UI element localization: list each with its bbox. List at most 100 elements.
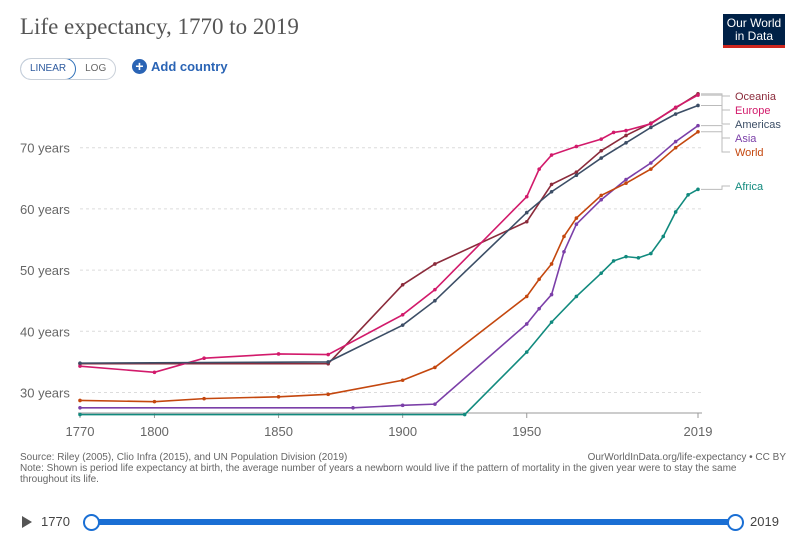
play-icon[interactable] xyxy=(22,516,32,528)
data-point-africa xyxy=(696,187,700,192)
data-point-europe xyxy=(326,352,330,357)
add-country-button[interactable]: + Add country xyxy=(132,59,228,74)
data-point-oceania xyxy=(599,148,604,153)
y-tick-label: 60 years xyxy=(20,202,70,217)
data-point-americas xyxy=(574,173,579,178)
legend-label-world: World xyxy=(735,147,764,159)
legend-label-oceania: Oceania xyxy=(735,91,777,103)
legend-label-americas: Americas xyxy=(735,119,781,131)
data-point-world xyxy=(673,145,678,150)
log-button[interactable]: LOG xyxy=(85,63,107,74)
series-line-americas xyxy=(79,104,699,364)
y-tick-label: 50 years xyxy=(20,263,70,278)
data-point-oceania xyxy=(574,170,579,174)
data-point-europe xyxy=(400,312,405,317)
data-point-asia xyxy=(433,402,437,406)
x-tick-label: 1950 xyxy=(512,424,541,439)
data-point-americas xyxy=(599,156,604,160)
legend-label-asia: Asia xyxy=(735,133,757,145)
data-point-asia xyxy=(673,139,678,144)
data-point-europe xyxy=(611,130,616,135)
x-tick-label: 2019 xyxy=(684,424,713,439)
license-link[interactable]: OurWorldInData.org/life-expectancy • CC … xyxy=(587,452,786,463)
linear-button[interactable]: LINEAR xyxy=(21,59,77,79)
logo-line-2: in Data xyxy=(734,29,774,43)
timeline-end-label: 2019 xyxy=(750,514,779,529)
series-line-europe xyxy=(79,94,699,374)
y-tick-label: 30 years xyxy=(20,386,70,401)
data-point-africa xyxy=(524,350,529,354)
data-point-americas xyxy=(78,361,82,365)
data-point-europe xyxy=(574,144,579,149)
timeline-end-handle[interactable] xyxy=(727,514,744,531)
data-point-asia xyxy=(624,177,628,182)
series-line-oceania xyxy=(80,93,699,365)
x-tick-label: 1850 xyxy=(264,424,293,439)
data-point-europe xyxy=(549,153,554,157)
data-point-asia xyxy=(524,322,529,326)
series-line-world xyxy=(79,131,699,403)
series-line-asia xyxy=(80,125,699,409)
data-point-asia xyxy=(78,406,82,410)
data-point-americas xyxy=(696,103,700,108)
line-chart: 30 years 40 years 50 years 60 years 70 years… xyxy=(20,91,781,439)
legend-connector xyxy=(701,104,730,125)
data-point-world xyxy=(574,216,579,220)
data-point-world xyxy=(202,396,206,401)
timeline-start-handle[interactable] xyxy=(83,514,100,531)
data-point-world xyxy=(537,277,541,282)
data-point-americas xyxy=(326,360,330,364)
data-point-americas xyxy=(673,112,678,116)
data-point-world xyxy=(549,262,554,266)
data-point-europe xyxy=(649,122,653,126)
data-point-africa xyxy=(673,210,678,214)
data-point-oceania xyxy=(400,282,405,287)
data-point-world xyxy=(649,167,653,171)
data-point-americas xyxy=(524,210,529,215)
y-tick-label: 70 years xyxy=(20,141,70,156)
legend-connector xyxy=(701,185,730,190)
data-point-africa xyxy=(649,251,653,256)
legend-connector xyxy=(701,94,730,111)
data-point-europe xyxy=(599,137,604,141)
data-point-oceania xyxy=(524,219,529,224)
data-point-europe xyxy=(624,128,628,133)
data-point-europe xyxy=(433,287,437,292)
data-point-europe xyxy=(78,364,82,368)
data-point-asia xyxy=(400,403,405,408)
data-point-africa xyxy=(462,412,467,417)
data-point-europe xyxy=(152,370,157,375)
data-point-africa xyxy=(549,320,554,324)
data-point-asia xyxy=(562,249,566,254)
data-point-world xyxy=(326,392,330,397)
note-text: Note: Shown is period life expectancy at… xyxy=(20,463,737,485)
chart-footer: Source: Riley (2005), Clio Infra (2015),… xyxy=(20,452,786,485)
owid-logo[interactable]: Our World in Data xyxy=(723,14,785,48)
data-point-world xyxy=(624,181,628,185)
data-point-americas xyxy=(624,141,628,145)
data-point-africa xyxy=(661,234,666,239)
data-point-americas xyxy=(433,298,437,303)
plus-circle-icon: + xyxy=(132,59,147,74)
data-point-africa xyxy=(574,294,579,299)
add-country-label: Add country xyxy=(151,59,228,74)
data-point-asia xyxy=(537,306,541,311)
data-point-europe xyxy=(276,352,281,356)
legend-label-europe: Europe xyxy=(735,105,770,117)
legend-label-africa: Africa xyxy=(735,181,764,193)
data-point-world xyxy=(524,294,529,299)
data-point-europe xyxy=(537,167,541,171)
data-point-oceania xyxy=(624,133,628,138)
timeline-track[interactable] xyxy=(90,519,734,525)
data-point-africa xyxy=(78,412,82,417)
data-point-asia xyxy=(351,406,355,410)
data-point-africa xyxy=(686,193,690,197)
logo-line-1: Our World xyxy=(726,16,782,30)
legend-connector xyxy=(701,131,730,153)
data-point-asia xyxy=(599,197,604,202)
data-point-africa xyxy=(599,271,604,275)
timeline: 1770 2019 xyxy=(20,510,790,534)
data-point-asia xyxy=(574,222,579,226)
data-point-africa xyxy=(611,259,616,263)
data-point-europe xyxy=(696,93,700,97)
